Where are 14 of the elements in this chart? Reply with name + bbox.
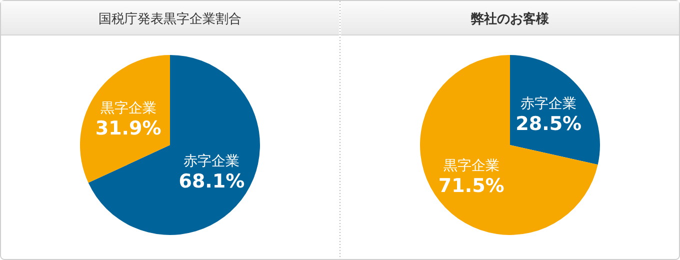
- pie-slice: [88, 55, 260, 235]
- pie-slice: [510, 55, 600, 165]
- slice-label: 赤字企業: [520, 96, 577, 112]
- chart-title: 国税庁発表黒字企業割合: [98, 11, 242, 27]
- chart-title: 弊社のお客様: [471, 11, 550, 27]
- pie-slice: [80, 55, 170, 183]
- slice-label: 赤字企業: [184, 154, 240, 170]
- data-label: 31.9%: [95, 117, 162, 140]
- data-label: 71.5%: [438, 174, 504, 197]
- slice-label: 黒字企業: [443, 158, 500, 174]
- pie-slice: [420, 55, 598, 235]
- data-label: 28.5%: [516, 113, 582, 136]
- slice-label: 黒字企業: [100, 100, 156, 116]
- data-label: 68.1%: [178, 170, 245, 193]
